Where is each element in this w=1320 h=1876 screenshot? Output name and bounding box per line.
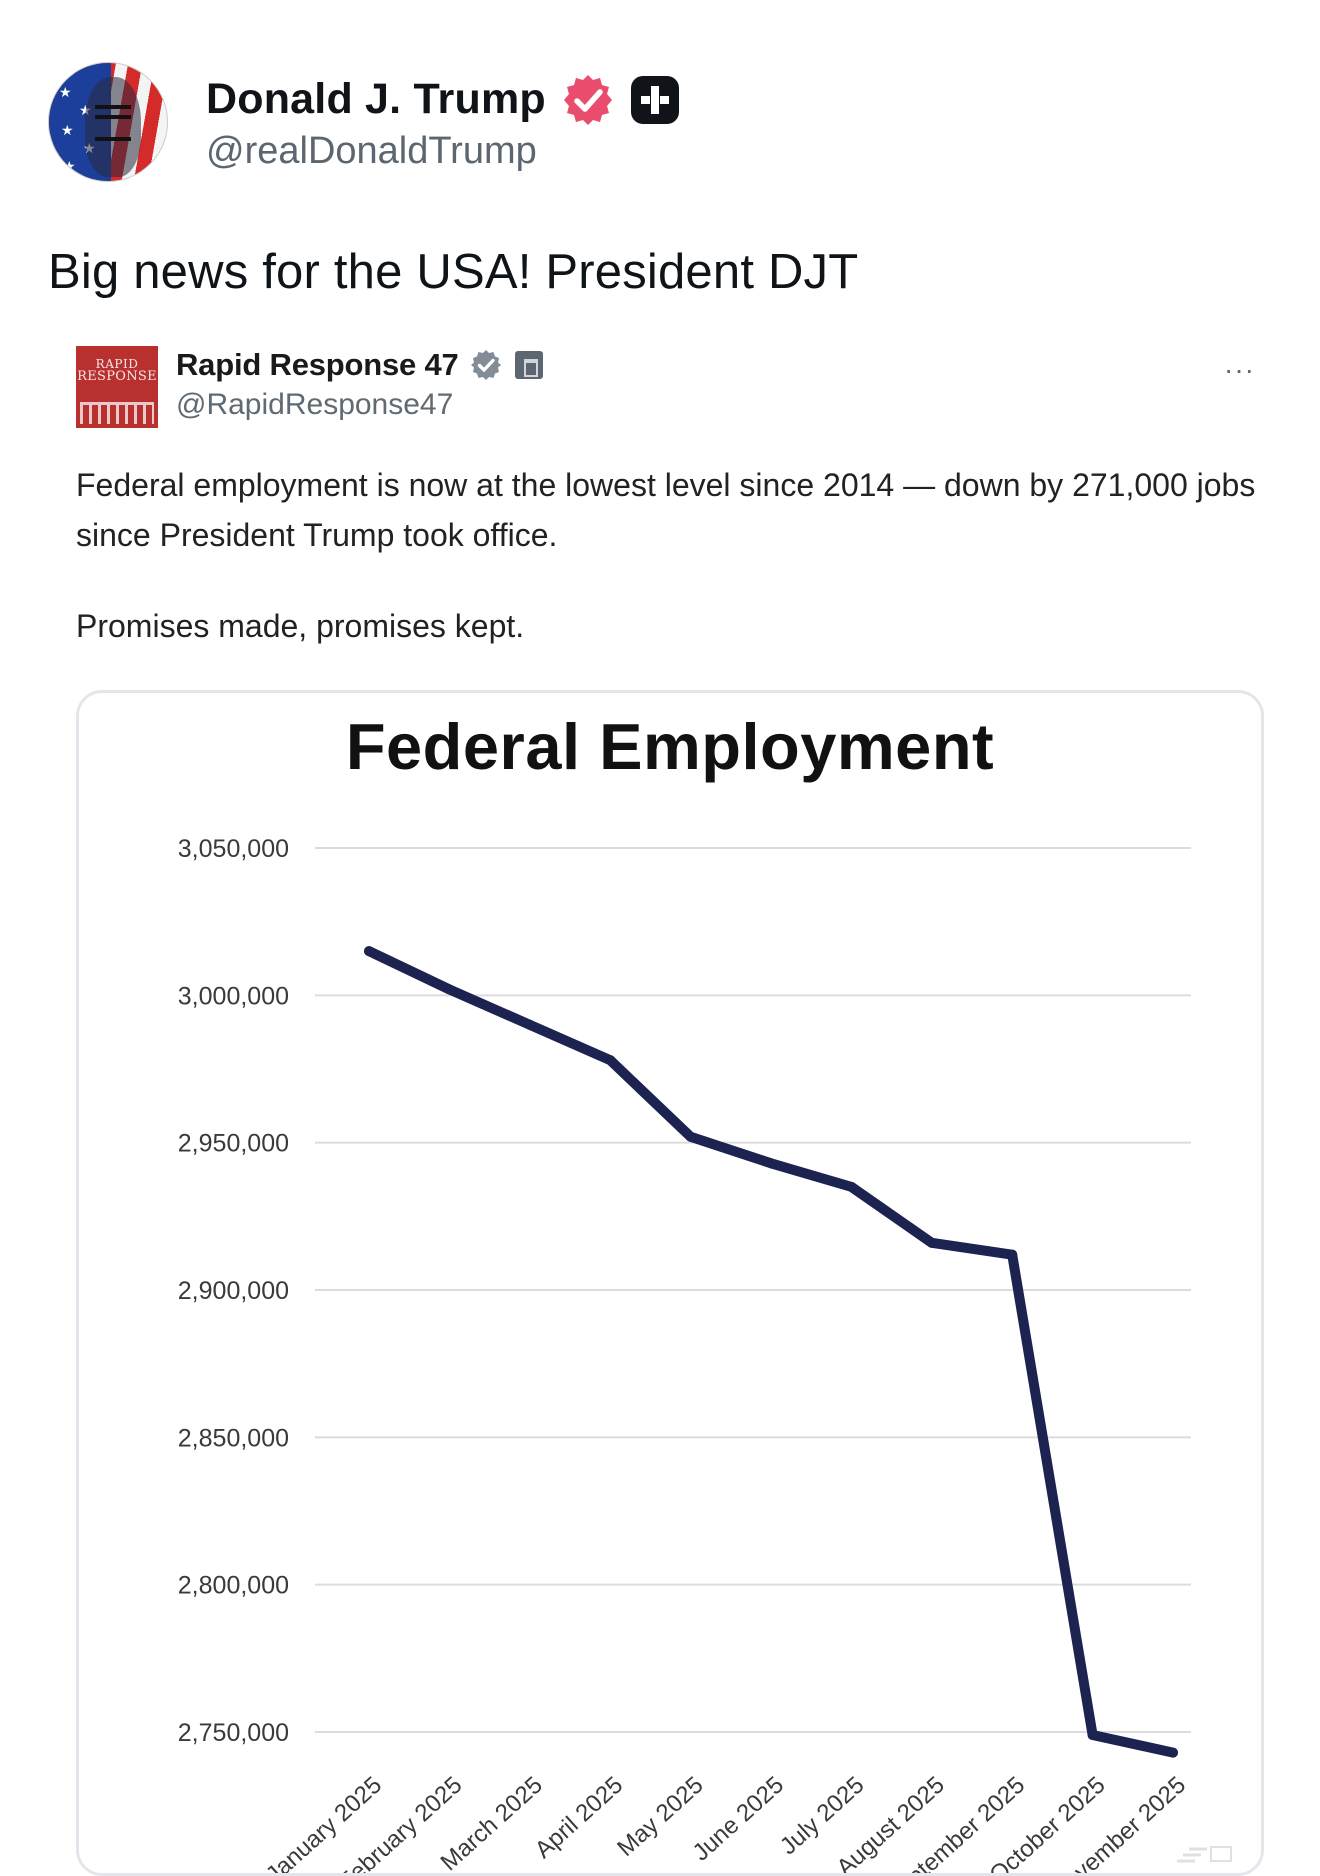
author-block: Donald J. Trump @realDonaldTrump: [206, 72, 682, 173]
data-point: [364, 946, 374, 957]
embed-text-2: Promises made, promises kept.: [76, 608, 525, 644]
watermark-icon: [1177, 1846, 1232, 1863]
data-point: [846, 1181, 857, 1192]
star-icon: ★: [63, 158, 76, 174]
embed-author-name[interactable]: Rapid Response 47: [176, 347, 459, 382]
data-point: [605, 1055, 616, 1066]
series-line: [364, 946, 1178, 1758]
data-point: [444, 984, 455, 995]
more-options-icon[interactable]: ···: [1224, 354, 1255, 385]
data-point: [1007, 1249, 1018, 1260]
data-point: [1087, 1729, 1098, 1740]
author-name-row: Donald J. Trump: [206, 72, 682, 128]
chart-card: Federal Employment 2,750,000 2,800,000 2,8…: [76, 690, 1264, 1876]
y-tick-label: 3,000,000: [178, 982, 289, 1010]
y-tick-label: 3,050,000: [178, 835, 289, 863]
embedded-post: RAPID RESPONSE Rapid Response 47 @RapidR…: [0, 320, 1320, 1876]
grey-check-badge-icon: [470, 350, 501, 380]
y-tick-label: 2,850,000: [178, 1424, 289, 1452]
logo-text-1: RAPID: [95, 357, 139, 371]
data-point: [524, 1019, 535, 1030]
post-header: ★ ★ ★ ★ ★ Donald J. Trump @realDonaldTru…: [48, 62, 682, 182]
author-handle[interactable]: @realDonaldTrump: [206, 129, 537, 172]
post-text: Big news for the USA! President DJT: [48, 245, 859, 299]
data-point: [685, 1131, 696, 1142]
author-avatar[interactable]: ★ ★ ★ ★ ★: [48, 62, 168, 182]
white-house-graphic: [80, 402, 154, 424]
embed-author-handle[interactable]: @RapidResponse47: [176, 388, 454, 421]
logo-text-2: RESPONSE: [77, 369, 157, 384]
embed-text: Federal employment is now at the lowest …: [76, 467, 1256, 553]
y-tick-label: 2,900,000: [178, 1277, 289, 1305]
line-chart: 2,750,000 2,800,000 2,850,000 2,900,000 2,95…: [178, 835, 1191, 1873]
chart-title: Federal Employment: [345, 710, 995, 783]
y-tick-label: 2,800,000: [178, 1572, 289, 1600]
data-point: [1168, 1747, 1178, 1758]
portrait-face: [85, 77, 141, 177]
star-icon: ★: [59, 84, 72, 100]
y-tick-label: 2,950,000: [178, 1130, 289, 1158]
government-building-icon: [514, 351, 543, 379]
data-point: [926, 1237, 937, 1248]
verified-badge-icon: [563, 74, 612, 125]
author-name[interactable]: Donald J. Trump: [206, 75, 546, 123]
embed-name-row: Rapid Response 47: [176, 342, 543, 388]
plus-badge-icon: [630, 75, 679, 124]
data-point: [766, 1158, 776, 1169]
y-tick-label: 2,750,000: [178, 1719, 289, 1747]
rapid-response-avatar[interactable]: RAPID RESPONSE: [76, 346, 158, 428]
star-icon: ★: [61, 122, 74, 138]
x-tick-label: April 2025: [530, 1771, 628, 1863]
